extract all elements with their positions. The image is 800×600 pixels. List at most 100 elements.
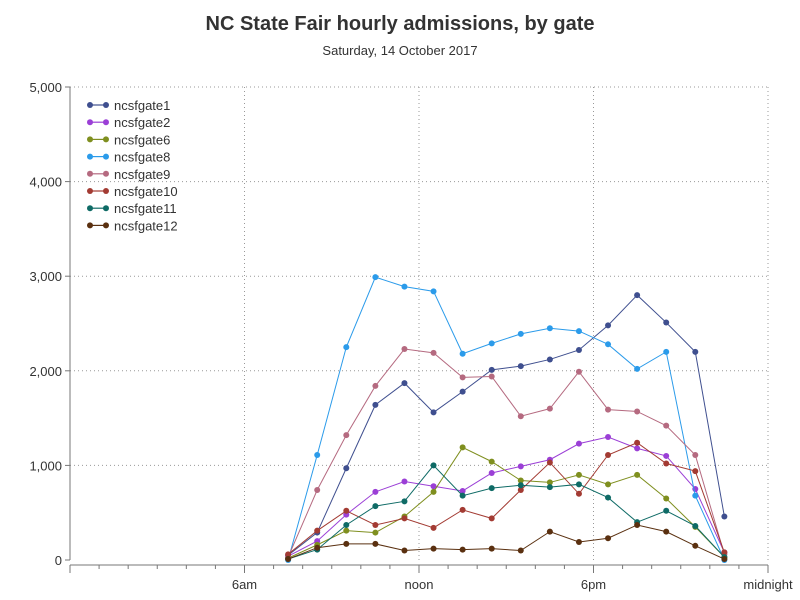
data-point-ncsfgate2 [459, 487, 466, 494]
data-point-ncsfgate9 [692, 451, 699, 458]
data-point-ncsfgate8 [314, 451, 321, 458]
series-line-ncsfgate10 [287, 442, 725, 555]
data-point-ncsfgate2 [401, 478, 408, 485]
data-point-ncsfgate8 [343, 344, 350, 351]
data-point-ncsfgate12 [605, 535, 612, 542]
data-point-ncsfgate9 [459, 374, 466, 381]
data-point-ncsfgate8 [546, 325, 553, 332]
series-ncsfgate11 [285, 462, 728, 563]
data-point-ncsfgate8 [488, 340, 495, 347]
legend-label: ncsfgate8 [114, 150, 170, 165]
y-tick-label: 1,000 [29, 458, 62, 473]
series-ncsfgate12 [285, 521, 728, 563]
data-point-ncsfgate9 [430, 349, 437, 356]
data-point-ncsfgate1 [372, 401, 379, 408]
data-point-ncsfgate12 [430, 545, 437, 552]
series-ncsfgate8 [285, 274, 728, 563]
data-point-ncsfgate6 [546, 479, 553, 486]
x-tick-label: 6pm [581, 577, 606, 592]
data-point-ncsfgate10 [285, 551, 292, 558]
data-point-ncsfgate1 [517, 363, 524, 370]
series-line-ncsfgate12 [287, 524, 725, 560]
legend-marker [103, 102, 109, 108]
data-point-ncsfgate9 [575, 368, 582, 375]
data-point-ncsfgate12 [285, 556, 292, 563]
data-point-ncsfgate6 [430, 488, 437, 495]
series-line-ncsfgate11 [287, 464, 725, 560]
legend-marker [103, 153, 109, 160]
data-point-ncsfgate11 [343, 521, 350, 528]
data-point-ncsfgate10 [430, 524, 437, 531]
data-point-ncsfgate6 [459, 444, 466, 451]
data-point-ncsfgate2 [663, 452, 670, 459]
legend-marker [87, 222, 93, 229]
data-point-ncsfgate10 [488, 515, 495, 522]
data-point-ncsfgate12 [721, 556, 728, 563]
data-point-ncsfgate6 [605, 481, 612, 488]
data-point-ncsfgate1 [343, 465, 350, 472]
data-point-ncsfgate11 [546, 484, 553, 491]
data-point-ncsfgate1 [459, 388, 466, 395]
data-point-ncsfgate1 [575, 346, 582, 353]
data-point-ncsfgate12 [575, 539, 582, 546]
data-point-ncsfgate1 [663, 319, 670, 326]
data-point-ncsfgate1 [692, 348, 699, 355]
data-point-ncsfgate8 [605, 341, 612, 348]
series-line-ncsfgate6 [287, 446, 725, 559]
data-point-ncsfgate10 [459, 506, 466, 513]
data-point-ncsfgate9 [546, 405, 553, 412]
legend-marker [103, 136, 109, 143]
legend: ncsfgate1 ncsfgate2 ncsfgate6 ncsfgate8 ncsf… [87, 98, 178, 233]
data-point-ncsfgate2 [575, 440, 582, 447]
data-point-ncsfgate11 [605, 494, 612, 501]
legend-marker [87, 205, 93, 212]
data-point-ncsfgate10 [546, 459, 553, 466]
legend-item-ncsfgate11: ncsfgate11 [87, 201, 177, 216]
data-point-ncsfgate10 [401, 515, 408, 522]
series-ncsfgate10 [285, 439, 728, 558]
legend-marker [103, 205, 109, 212]
series-ncsfgate9 [285, 346, 728, 561]
legend-marker [87, 119, 93, 126]
legend-label: ncsfgate2 [114, 115, 170, 130]
data-point-ncsfgate6 [663, 495, 670, 502]
data-point-ncsfgate9 [517, 413, 524, 420]
legend-label: ncsfgate1 [114, 98, 170, 113]
legend-item-ncsfgate2: ncsfgate2 [87, 115, 170, 130]
data-point-ncsfgate9 [343, 432, 350, 439]
data-point-ncsfgate12 [663, 528, 670, 535]
axes: 0 1,000 2,000 3,000 4,000 5,000 6am noon 6pm midn… [29, 80, 793, 592]
data-point-ncsfgate11 [663, 507, 670, 514]
legend-item-ncsfgate12: ncsfgate12 [87, 218, 178, 233]
data-point-ncsfgate10 [634, 439, 641, 446]
legend-item-ncsfgate9: ncsfgate9 [87, 167, 170, 182]
data-point-ncsfgate6 [517, 477, 524, 484]
y-tick-label: 0 [55, 553, 62, 568]
legend-label: ncsfgate9 [114, 167, 170, 182]
data-point-ncsfgate12 [459, 546, 466, 553]
legend-label: ncsfgate11 [114, 201, 177, 216]
data-point-ncsfgate10 [372, 521, 379, 528]
series-ncsfgate2 [285, 434, 728, 560]
data-point-ncsfgate8 [430, 288, 437, 295]
legend-marker [87, 102, 93, 108]
data-point-ncsfgate11 [372, 503, 379, 510]
series-layer [285, 274, 728, 563]
legend-item-ncsfgate1: ncsfgate1 [87, 98, 170, 113]
data-point-ncsfgate8 [692, 492, 699, 499]
data-point-ncsfgate8 [372, 274, 379, 281]
legend-label: ncsfgate12 [114, 218, 178, 233]
data-point-ncsfgate9 [314, 486, 321, 493]
data-point-ncsfgate10 [692, 468, 699, 475]
data-point-ncsfgate2 [634, 445, 641, 452]
y-tick-label: 2,000 [29, 364, 62, 379]
legend-item-ncsfgate10: ncsfgate10 [87, 184, 178, 199]
data-point-ncsfgate2 [605, 434, 612, 441]
data-point-ncsfgate9 [401, 346, 408, 353]
data-point-ncsfgate6 [575, 471, 582, 478]
data-point-ncsfgate12 [372, 540, 379, 547]
data-point-ncsfgate9 [634, 408, 641, 415]
data-point-ncsfgate1 [634, 292, 641, 299]
legend-marker [103, 222, 109, 229]
